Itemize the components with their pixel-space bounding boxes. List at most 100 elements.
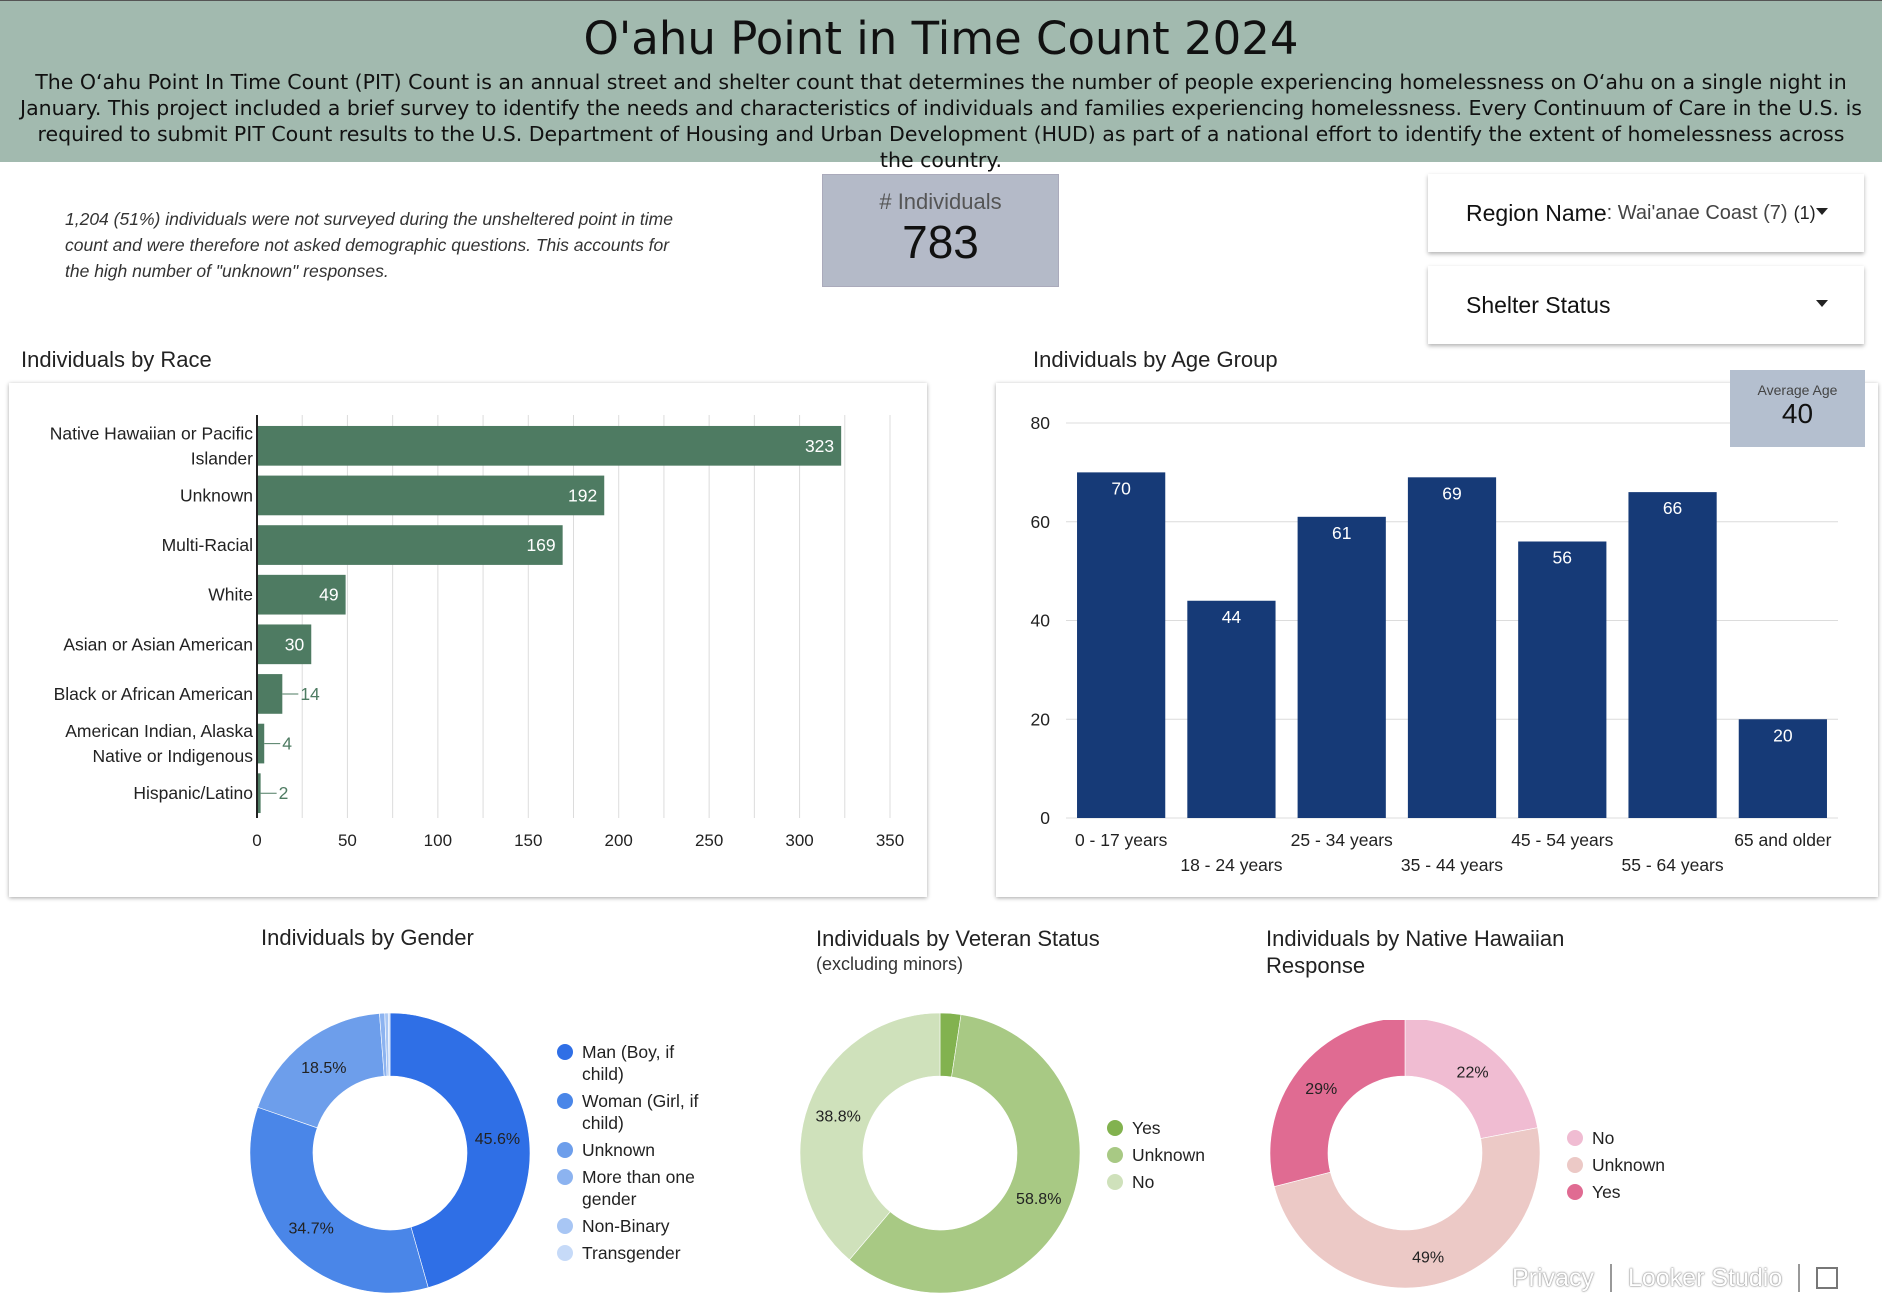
x-tick-label: 35 - 44 years <box>1401 855 1503 875</box>
data-label: 4 <box>282 734 292 754</box>
category-label: American Indian, Alaska <box>65 721 253 741</box>
legend-item: Unknown <box>1107 1144 1247 1166</box>
looker-footer: Privacy Looker Studio <box>1512 1258 1839 1298</box>
average-age-scorecard: Average Age 40 <box>1730 370 1865 447</box>
legend-label: More than one gender <box>582 1167 695 1209</box>
average-age-value: 40 <box>1781 398 1814 429</box>
data-label: 20 <box>1773 725 1793 745</box>
donut-slice <box>249 1106 429 1294</box>
individuals-scorecard: # Individuals 783 <box>822 174 1059 287</box>
legend-item: Transgender <box>557 1242 717 1264</box>
y-tick-label: 80 <box>1031 413 1051 433</box>
slice-label: 38.8% <box>815 1109 860 1126</box>
x-tick-label: 250 <box>695 831 723 850</box>
x-tick-label: 350 <box>876 831 904 850</box>
legend-item: Unknown <box>1567 1154 1687 1176</box>
data-label: 61 <box>1332 523 1351 543</box>
region-filter[interactable]: Region Name: Wai'anae Coast (7) (1) <box>1428 174 1864 252</box>
native-hawaiian-donut-chart: 22% 49% 29% <box>1269 1020 1541 1289</box>
legend-swatch <box>1107 1174 1123 1190</box>
legend-item: No <box>1107 1171 1247 1193</box>
veteran-legend: Yes Unknown No <box>1107 1117 1247 1198</box>
data-label: 44 <box>1222 607 1242 627</box>
donut-slice <box>1404 1020 1538 1139</box>
veteran-chart-title: Individuals by Veteran Status <box>816 926 1100 951</box>
native-hawaiian-legend: No Unknown Yes <box>1567 1127 1687 1208</box>
fullscreen-icon[interactable] <box>1816 1267 1839 1289</box>
slice-label: 45.6% <box>475 1131 520 1148</box>
race-bar <box>257 624 312 665</box>
scorecard-label: # Individuals <box>879 189 1002 214</box>
x-tick-label: 100 <box>424 831 452 850</box>
legend-swatch <box>557 1169 573 1185</box>
legend-item: Unknown <box>557 1139 717 1161</box>
average-age-label: Average Age <box>1757 382 1838 398</box>
footer-divider <box>1609 1264 1612 1292</box>
donut-slice <box>389 1012 531 1289</box>
legend-label: Unknown <box>1132 1145 1205 1165</box>
y-tick-label: 20 <box>1031 709 1051 729</box>
legend-swatch <box>557 1093 573 1109</box>
legend-swatch <box>557 1044 573 1060</box>
data-label: 69 <box>1442 483 1461 503</box>
legend-label: Transgender <box>582 1243 681 1263</box>
region-filter-count: (1) <box>1793 202 1816 223</box>
data-label: 14 <box>300 684 320 704</box>
native-hawaiian-chart-title: Individuals by Native Hawaiian Response <box>1266 925 1564 979</box>
x-tick-label: 45 - 54 years <box>1511 830 1613 850</box>
x-tick-label: 50 <box>338 831 357 850</box>
legend-item: Non-Binary <box>557 1215 717 1237</box>
slice-label: 34.7% <box>288 1221 333 1238</box>
gender-chart-title: Individuals by Gender <box>261 925 474 950</box>
legend-item: More than one gender <box>557 1166 717 1210</box>
legend-item: Yes <box>1567 1181 1687 1203</box>
x-tick-label: 0 - 17 years <box>1075 830 1168 850</box>
age-bar <box>1518 541 1607 818</box>
x-tick-label: 200 <box>605 831 633 850</box>
data-label: 66 <box>1663 498 1682 518</box>
legend-item: No <box>1567 1127 1687 1149</box>
slice-label: 29% <box>1305 1081 1337 1098</box>
race-bar <box>257 525 563 565</box>
legend-item: Yes <box>1107 1117 1247 1139</box>
legend-swatch <box>1107 1147 1123 1163</box>
race-bar <box>257 425 842 466</box>
chevron-down-icon[interactable] <box>1816 300 1828 307</box>
category-label: Unknown <box>180 485 253 505</box>
age-chart-title: Individuals by Age Group <box>1033 347 1278 372</box>
data-label: 2 <box>279 783 289 803</box>
y-tick-label: 40 <box>1031 611 1051 631</box>
race-chart-card: 0 50 100 150 200 250 300 350 Native Hawaiian or … <box>9 383 927 897</box>
slice-label: 58.8% <box>1016 1191 1061 1208</box>
legend-label: No <box>1132 1172 1155 1192</box>
y-tick-label: 0 <box>1040 808 1050 828</box>
data-label: 169 <box>526 535 555 555</box>
legend-item: Man (Boy, if child) <box>557 1041 717 1085</box>
legend-swatch <box>557 1142 573 1158</box>
dashboard-header: O'ahu Point in Time Count 2024 The O‘ahu… <box>0 0 1882 172</box>
region-filter-name: Region Name <box>1466 199 1607 226</box>
shelter-status-filter[interactable]: Shelter Status <box>1428 266 1864 344</box>
donut-slice <box>387 1012 391 1077</box>
x-tick-label: 300 <box>785 831 813 850</box>
data-label: 70 <box>1111 478 1131 498</box>
veteran-donut-chart: 58.8% 38.8% <box>799 1012 1081 1294</box>
slice-label: 22% <box>1457 1064 1489 1081</box>
category-label: Native or Indigenous <box>92 746 253 766</box>
legend-label: No <box>1592 1128 1615 1148</box>
x-tick-label: 0 <box>252 831 261 850</box>
looker-studio-link[interactable]: Looker Studio <box>1627 1263 1783 1292</box>
legend-swatch <box>1107 1120 1123 1136</box>
donut-slice <box>1269 1020 1406 1187</box>
x-tick-label: 18 - 24 years <box>1180 855 1282 875</box>
age-bar <box>1187 600 1276 818</box>
legend-label: Woman (Girl, if child) <box>582 1091 699 1133</box>
race-chart: 0 50 100 150 200 250 300 350 Native Hawaiian or … <box>50 415 904 850</box>
category-label: Multi-Racial <box>162 535 253 555</box>
category-label: Asian or Asian American <box>63 634 253 654</box>
data-label: 56 <box>1553 548 1572 568</box>
privacy-link[interactable]: Privacy <box>1512 1263 1594 1292</box>
legend-swatch <box>557 1245 573 1261</box>
chevron-down-icon[interactable] <box>1816 208 1828 215</box>
age-bar <box>1628 492 1717 818</box>
